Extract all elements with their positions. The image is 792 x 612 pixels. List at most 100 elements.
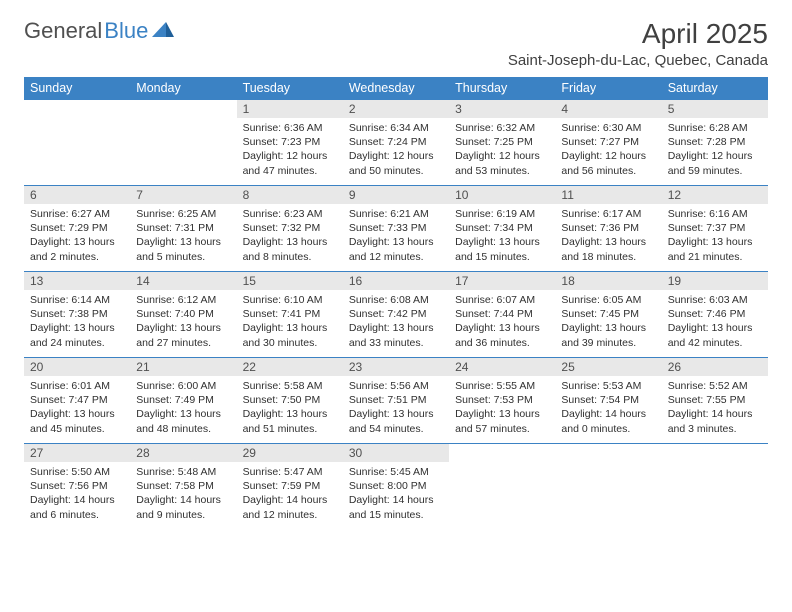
sunset-line: Sunset: 7:59 PM <box>243 479 337 493</box>
sunrise-line: Sunrise: 6:34 AM <box>349 121 443 135</box>
calendar-day-cell: 19Sunrise: 6:03 AMSunset: 7:46 PMDayligh… <box>662 271 768 357</box>
day-number: 2 <box>343 99 449 118</box>
calendar-week-row: 1Sunrise: 6:36 AMSunset: 7:23 PMDaylight… <box>24 99 768 185</box>
day-details: Sunrise: 5:56 AMSunset: 7:51 PMDaylight:… <box>343 376 449 438</box>
day-number: 21 <box>130 357 236 376</box>
sunrise-line: Sunrise: 6:10 AM <box>243 293 337 307</box>
calendar-day-cell: 22Sunrise: 5:58 AMSunset: 7:50 PMDayligh… <box>237 357 343 443</box>
calendar-day-cell: 13Sunrise: 6:14 AMSunset: 7:38 PMDayligh… <box>24 271 130 357</box>
calendar-day-cell: 15Sunrise: 6:10 AMSunset: 7:41 PMDayligh… <box>237 271 343 357</box>
day-number: 8 <box>237 185 343 204</box>
day-number: 30 <box>343 443 449 462</box>
day-number: 27 <box>24 443 130 462</box>
daylight-line: Daylight: 12 hours and 56 minutes. <box>561 149 655 177</box>
day-number <box>662 443 768 462</box>
weekday-header: Monday <box>130 77 236 99</box>
weekday-header: Friday <box>555 77 661 99</box>
daylight-line: Daylight: 13 hours and 18 minutes. <box>561 235 655 263</box>
calendar-day-cell: 5Sunrise: 6:28 AMSunset: 7:28 PMDaylight… <box>662 99 768 185</box>
sunrise-line: Sunrise: 6:36 AM <box>243 121 337 135</box>
daylight-line: Daylight: 12 hours and 53 minutes. <box>455 149 549 177</box>
calendar-day-cell: 10Sunrise: 6:19 AMSunset: 7:34 PMDayligh… <box>449 185 555 271</box>
sunset-line: Sunset: 7:46 PM <box>668 307 762 321</box>
daylight-line: Daylight: 14 hours and 15 minutes. <box>349 493 443 521</box>
calendar-empty-cell <box>130 99 236 185</box>
day-details: Sunrise: 6:00 AMSunset: 7:49 PMDaylight:… <box>130 376 236 438</box>
sunset-line: Sunset: 7:41 PM <box>243 307 337 321</box>
day-number: 14 <box>130 271 236 290</box>
daylight-line: Daylight: 13 hours and 8 minutes. <box>243 235 337 263</box>
day-number: 22 <box>237 357 343 376</box>
calendar-head: SundayMondayTuesdayWednesdayThursdayFrid… <box>24 77 768 99</box>
calendar-week-row: 6Sunrise: 6:27 AMSunset: 7:29 PMDaylight… <box>24 185 768 271</box>
day-details <box>555 462 661 467</box>
day-details: Sunrise: 5:58 AMSunset: 7:50 PMDaylight:… <box>237 376 343 438</box>
daylight-line: Daylight: 12 hours and 59 minutes. <box>668 149 762 177</box>
day-number: 18 <box>555 271 661 290</box>
daylight-line: Daylight: 12 hours and 47 minutes. <box>243 149 337 177</box>
daylight-line: Daylight: 13 hours and 15 minutes. <box>455 235 549 263</box>
calendar-day-cell: 7Sunrise: 6:25 AMSunset: 7:31 PMDaylight… <box>130 185 236 271</box>
sunrise-line: Sunrise: 5:47 AM <box>243 465 337 479</box>
daylight-line: Daylight: 13 hours and 5 minutes. <box>136 235 230 263</box>
sunrise-line: Sunrise: 6:19 AM <box>455 207 549 221</box>
weekday-header: Tuesday <box>237 77 343 99</box>
calendar-day-cell: 26Sunrise: 5:52 AMSunset: 7:55 PMDayligh… <box>662 357 768 443</box>
day-details <box>24 118 130 123</box>
calendar-empty-cell <box>24 99 130 185</box>
day-details: Sunrise: 6:12 AMSunset: 7:40 PMDaylight:… <box>130 290 236 352</box>
day-details: Sunrise: 6:25 AMSunset: 7:31 PMDaylight:… <box>130 204 236 266</box>
daylight-line: Daylight: 13 hours and 42 minutes. <box>668 321 762 349</box>
calendar-day-cell: 2Sunrise: 6:34 AMSunset: 7:24 PMDaylight… <box>343 99 449 185</box>
day-details: Sunrise: 5:45 AMSunset: 8:00 PMDaylight:… <box>343 462 449 524</box>
daylight-line: Daylight: 14 hours and 6 minutes. <box>30 493 124 521</box>
calendar-empty-cell <box>555 443 661 529</box>
daylight-line: Daylight: 14 hours and 0 minutes. <box>561 407 655 435</box>
calendar-day-cell: 30Sunrise: 5:45 AMSunset: 8:00 PMDayligh… <box>343 443 449 529</box>
daylight-line: Daylight: 14 hours and 3 minutes. <box>668 407 762 435</box>
day-number: 1 <box>237 99 343 118</box>
sunrise-line: Sunrise: 6:14 AM <box>30 293 124 307</box>
sunset-line: Sunset: 7:42 PM <box>349 307 443 321</box>
day-number: 13 <box>24 271 130 290</box>
sunrise-line: Sunrise: 6:16 AM <box>668 207 762 221</box>
day-number: 3 <box>449 99 555 118</box>
sunrise-line: Sunrise: 6:00 AM <box>136 379 230 393</box>
sunrise-line: Sunrise: 6:07 AM <box>455 293 549 307</box>
day-number: 20 <box>24 357 130 376</box>
daylight-line: Daylight: 13 hours and 12 minutes. <box>349 235 443 263</box>
sunset-line: Sunset: 7:49 PM <box>136 393 230 407</box>
daylight-line: Daylight: 13 hours and 2 minutes. <box>30 235 124 263</box>
day-details: Sunrise: 6:34 AMSunset: 7:24 PMDaylight:… <box>343 118 449 180</box>
calendar-day-cell: 17Sunrise: 6:07 AMSunset: 7:44 PMDayligh… <box>449 271 555 357</box>
calendar-day-cell: 24Sunrise: 5:55 AMSunset: 7:53 PMDayligh… <box>449 357 555 443</box>
day-number: 23 <box>343 357 449 376</box>
calendar-day-cell: 25Sunrise: 5:53 AMSunset: 7:54 PMDayligh… <box>555 357 661 443</box>
daylight-line: Daylight: 13 hours and 57 minutes. <box>455 407 549 435</box>
daylight-line: Daylight: 13 hours and 45 minutes. <box>30 407 124 435</box>
daylight-line: Daylight: 13 hours and 27 minutes. <box>136 321 230 349</box>
calendar-day-cell: 3Sunrise: 6:32 AMSunset: 7:25 PMDaylight… <box>449 99 555 185</box>
daylight-line: Daylight: 13 hours and 33 minutes. <box>349 321 443 349</box>
sunrise-line: Sunrise: 6:21 AM <box>349 207 443 221</box>
daylight-line: Daylight: 13 hours and 30 minutes. <box>243 321 337 349</box>
daylight-line: Daylight: 13 hours and 24 minutes. <box>30 321 124 349</box>
daylight-line: Daylight: 13 hours and 54 minutes. <box>349 407 443 435</box>
day-details: Sunrise: 6:32 AMSunset: 7:25 PMDaylight:… <box>449 118 555 180</box>
day-number: 17 <box>449 271 555 290</box>
day-number <box>449 443 555 462</box>
day-details: Sunrise: 6:14 AMSunset: 7:38 PMDaylight:… <box>24 290 130 352</box>
sunset-line: Sunset: 7:40 PM <box>136 307 230 321</box>
sunset-line: Sunset: 7:34 PM <box>455 221 549 235</box>
day-details: Sunrise: 6:17 AMSunset: 7:36 PMDaylight:… <box>555 204 661 266</box>
sunset-line: Sunset: 7:32 PM <box>243 221 337 235</box>
day-details: Sunrise: 6:08 AMSunset: 7:42 PMDaylight:… <box>343 290 449 352</box>
weekday-header: Wednesday <box>343 77 449 99</box>
day-number: 29 <box>237 443 343 462</box>
sunset-line: Sunset: 7:50 PM <box>243 393 337 407</box>
daylight-line: Daylight: 14 hours and 12 minutes. <box>243 493 337 521</box>
day-number: 5 <box>662 99 768 118</box>
sunset-line: Sunset: 8:00 PM <box>349 479 443 493</box>
calendar-day-cell: 27Sunrise: 5:50 AMSunset: 7:56 PMDayligh… <box>24 443 130 529</box>
calendar-day-cell: 14Sunrise: 6:12 AMSunset: 7:40 PMDayligh… <box>130 271 236 357</box>
